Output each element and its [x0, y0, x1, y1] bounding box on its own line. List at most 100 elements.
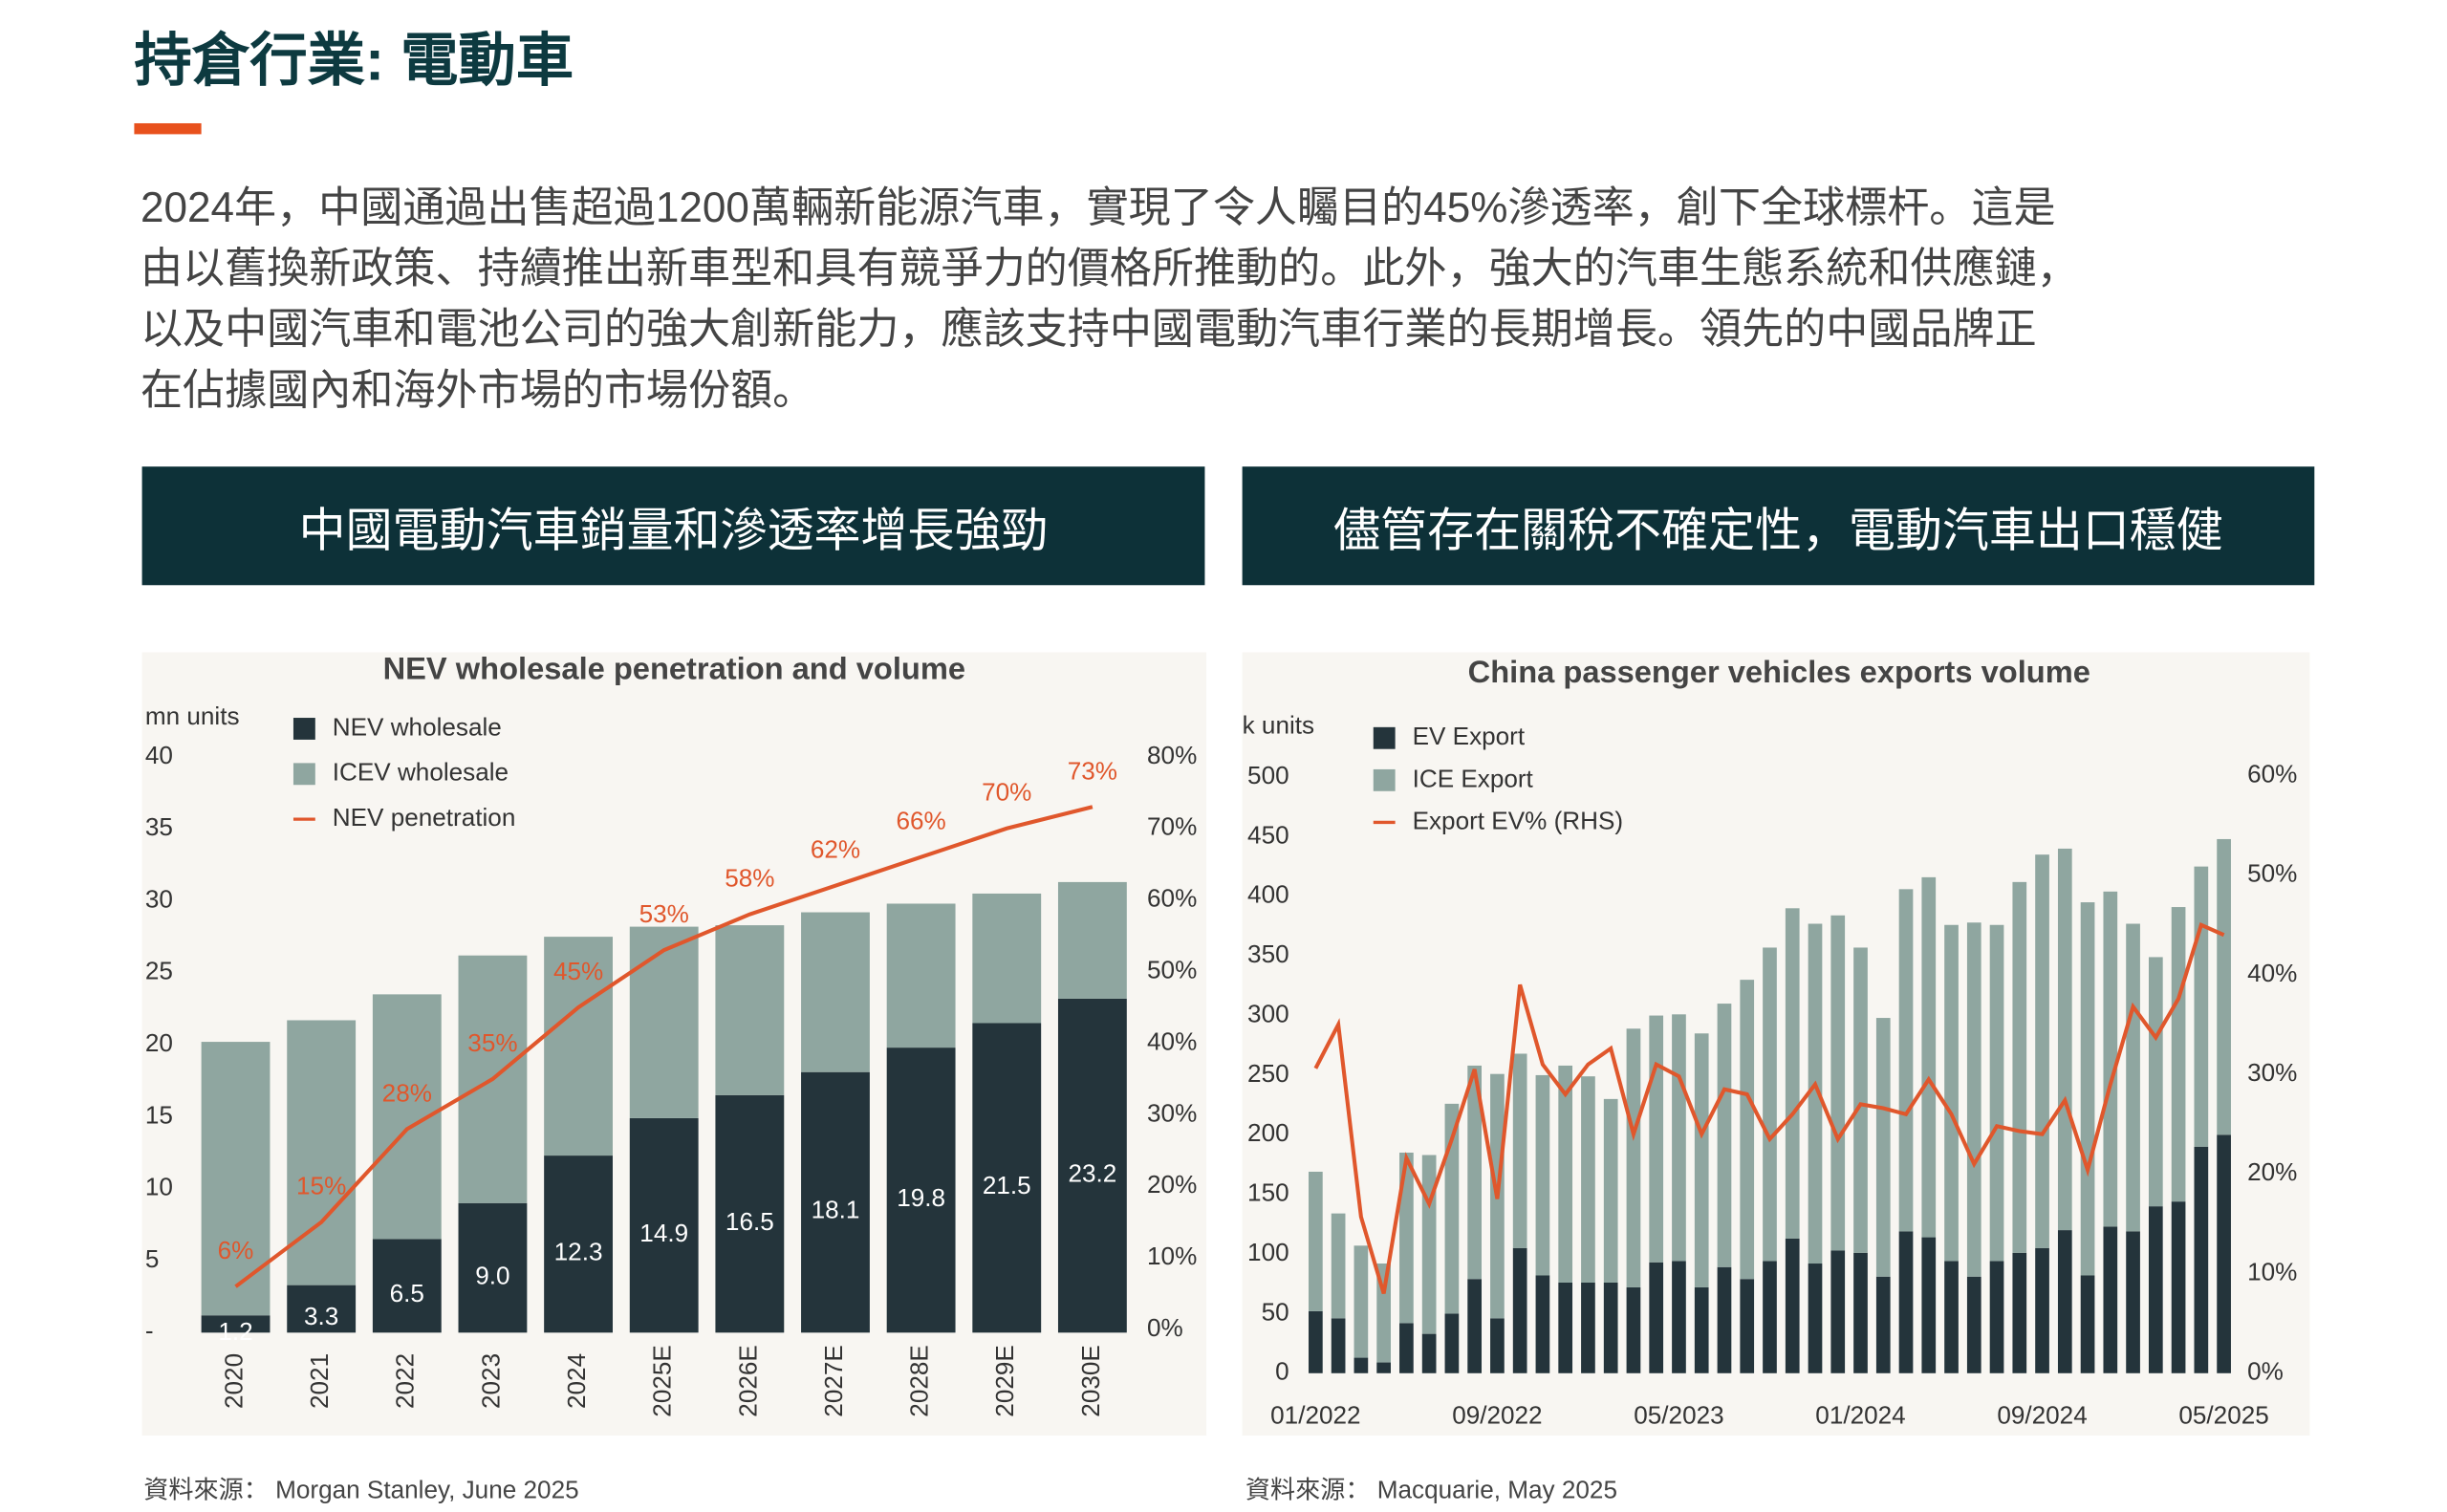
bar-segment [2148, 957, 2163, 1207]
bar-segment [1649, 1015, 1664, 1263]
bar-segment [1399, 1323, 1414, 1373]
bar-segment [1512, 1247, 1527, 1373]
bar-segment [1399, 1153, 1414, 1324]
bar-segment [1535, 1275, 1550, 1373]
data-label: 58% [725, 864, 774, 893]
y2-tick-label: 10% [1147, 1242, 1197, 1270]
data-label: 73% [1068, 756, 1117, 785]
bar-segment [1309, 1171, 1323, 1311]
bar-segment [2057, 848, 2072, 1231]
y-tick-label: 250 [1247, 1059, 1289, 1088]
x-tick-label: 2024 [562, 1353, 591, 1409]
y-tick-label: 100 [1247, 1238, 1289, 1266]
data-label: 28% [382, 1078, 432, 1107]
x-tick-label: 2023 [476, 1353, 505, 1409]
bar-segment [1808, 1264, 1823, 1373]
bar-segment [1875, 1018, 1891, 1277]
bar-segment [1467, 1065, 1483, 1280]
bar-segment [972, 1023, 1042, 1333]
bar-segment [2012, 1252, 2027, 1373]
x-tick-label: 2030E [1076, 1345, 1105, 1417]
x-tick-label: 09/2022 [1452, 1400, 1542, 1429]
bar-segment [1558, 1282, 1573, 1373]
y-tick-label: 10 [145, 1173, 173, 1201]
x-tick-label: 05/2023 [1634, 1400, 1723, 1429]
bar-segment [1376, 1362, 1391, 1373]
data-label: 9.0 [475, 1261, 509, 1289]
bar-segment [1444, 1313, 1460, 1373]
legend-label: Export EV% (RHS) [1413, 806, 1624, 834]
bar-segment [1467, 1279, 1483, 1373]
data-label: 12.3 [554, 1237, 603, 1265]
legend-label: ICE Export [1413, 764, 1534, 792]
bar-segment [2035, 1247, 2049, 1373]
source-note: 資料來源： Macquarie, May 2025 [1245, 1478, 1617, 1504]
x-tick-label: 01/2024 [1815, 1400, 1905, 1429]
bar-segment [1966, 1276, 1981, 1373]
bar-segment [2012, 881, 2027, 1253]
bar-segment [1966, 922, 1981, 1277]
legend-label: EV Export [1413, 722, 1526, 750]
bar-segment [201, 1042, 271, 1316]
legend-label: ICEV wholesale [333, 758, 509, 787]
bar-segment [1331, 1213, 1346, 1319]
unit-label: mn units [145, 702, 240, 730]
bar-segment [1853, 947, 1868, 1253]
y-tick-label: 300 [1247, 999, 1289, 1027]
y-tick-label: 40 [145, 741, 173, 769]
bar-segment [1581, 1076, 1595, 1283]
data-label: 6.5 [390, 1279, 424, 1307]
paragraph: 2024年，中國通過出售超過1200萬輛新能源汽車，實現了令人矚目的45%滲透率… [141, 178, 2079, 421]
bar-segment [1672, 1261, 1686, 1373]
y-tick-label: 5 [145, 1244, 160, 1273]
bar-segment [2217, 838, 2231, 1135]
x-tick-label: 2025E [648, 1345, 677, 1417]
paragraph-line: 以及中國汽車和電池公司的強大創新能力，應該支持中國電動汽車行業的長期增長。領先的… [140, 306, 2037, 353]
y-tick-label: 50 [1262, 1297, 1289, 1326]
legend-swatch [292, 763, 315, 786]
bar-segment [1763, 947, 1777, 1262]
accent-bar [134, 122, 202, 135]
data-label: 35% [467, 1028, 517, 1057]
bar-segment [2103, 891, 2118, 1227]
y-tick-label: 450 [1247, 820, 1289, 849]
y2-tick-label: 50% [1147, 955, 1197, 983]
y-tick-label: 500 [1247, 761, 1289, 789]
y2-tick-label: 0% [2247, 1357, 2284, 1386]
data-label: 16.5 [725, 1207, 774, 1236]
bar-segment [1717, 1004, 1732, 1267]
bar-segment [1989, 924, 2004, 1262]
bar-segment [1830, 915, 1846, 1251]
y2-tick-label: 70% [1147, 812, 1197, 841]
bar-segment [1057, 998, 1127, 1333]
legend-swatch [1373, 768, 1396, 791]
y-tick-label: 200 [1247, 1118, 1289, 1147]
unit-label: k units [1243, 711, 1314, 740]
bar-segment [287, 1285, 357, 1333]
bar-segment [2057, 1230, 2072, 1373]
bar-segment [1785, 1238, 1800, 1373]
bar-segment [1740, 980, 1755, 1280]
bar-segment [1694, 1033, 1709, 1287]
bar-segment [972, 893, 1042, 1024]
data-label: 15% [296, 1172, 346, 1200]
data-label: 45% [553, 957, 603, 985]
panel-header: 儘管存在關稅不確定性，電動汽車出口穩健 [1242, 466, 2315, 586]
x-tick-label: 2020 [219, 1353, 248, 1409]
paragraph-line: 在佔據國內和海外市場的市場份額。 [140, 366, 815, 414]
bar-segment [201, 1315, 271, 1333]
source-note: 資料來源： Morgan Stanley, June 2025 [143, 1478, 579, 1504]
bar-segment [1581, 1282, 1595, 1373]
bar-segment [1512, 1053, 1527, 1248]
bar-segment [1717, 1266, 1732, 1373]
bar-segment [372, 1239, 442, 1333]
bar-segment [1353, 1245, 1369, 1358]
bar-segment [2171, 907, 2186, 1202]
data-label: 18.1 [812, 1196, 860, 1224]
y2-tick-label: 80% [1147, 741, 1197, 769]
y2-tick-label: 40% [2247, 959, 2297, 987]
bar-segment [544, 1156, 613, 1333]
data-label: 23.2 [1068, 1158, 1116, 1187]
